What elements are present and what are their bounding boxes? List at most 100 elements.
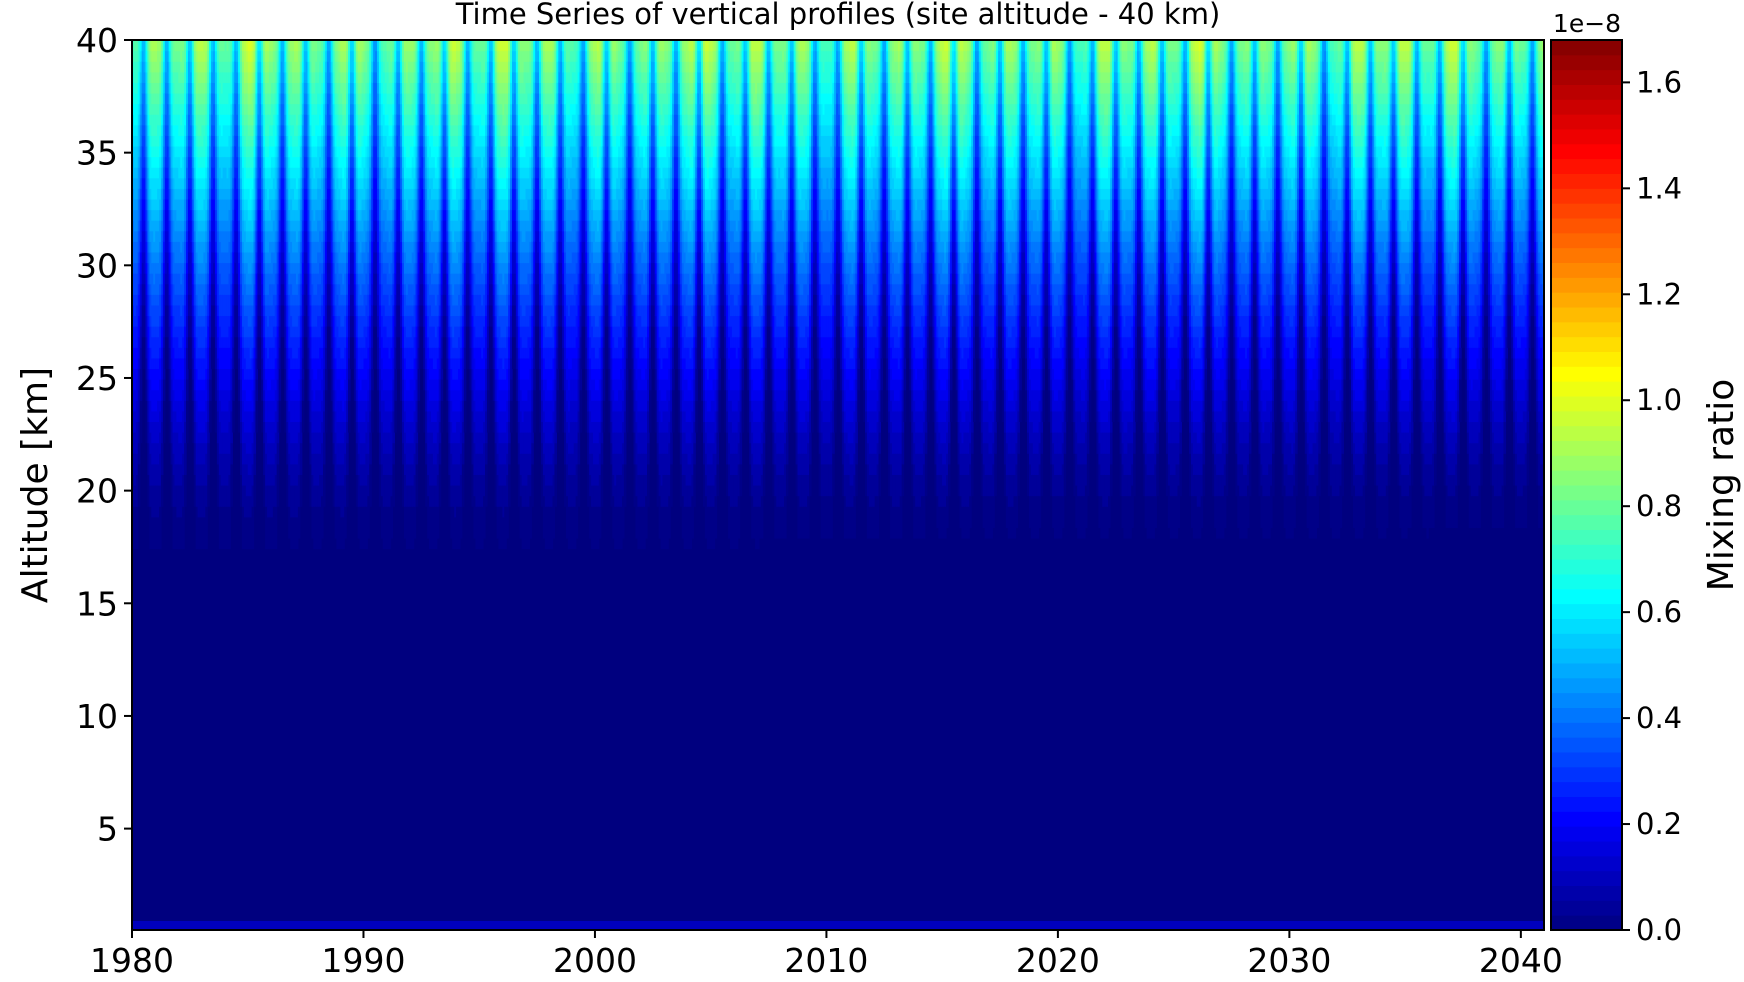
contour-cell [332, 357, 336, 370]
contour-cell [195, 220, 199, 242]
contour-cell [162, 92, 166, 105]
contour-cell [411, 167, 415, 189]
contour-cell [423, 251, 426, 274]
contour-cell [330, 262, 334, 285]
contour-cell [290, 368, 293, 391]
contour-cell [176, 220, 179, 232]
contour-cell [361, 442, 365, 465]
contour-cell [255, 230, 258, 253]
contour-cell [197, 304, 201, 317]
contour-cell [396, 304, 399, 338]
contour-cell [326, 156, 330, 168]
contour-cell [380, 50, 384, 62]
contour-cell [268, 103, 272, 115]
contour-cell [378, 135, 382, 158]
contour-cell [301, 103, 305, 115]
contour-cell [278, 177, 282, 189]
contour-cell [230, 103, 233, 115]
contour-cell [230, 389, 233, 412]
contour-cell [390, 124, 394, 136]
contour-cell [290, 40, 293, 52]
contour-cell [336, 368, 339, 380]
contour-cell [241, 241, 245, 253]
contour-cell [209, 220, 212, 232]
contour-cell [353, 188, 357, 200]
contour-cell [226, 177, 230, 189]
contour-cell [133, 368, 137, 391]
contour-cell [336, 103, 339, 115]
contour-cell [241, 506, 245, 550]
contour-cell [321, 241, 324, 264]
contour-cell [340, 262, 343, 274]
contour-cell [407, 241, 411, 264]
contour-cell [340, 304, 343, 327]
plot-area [131, 39, 1545, 931]
contour-cell [359, 71, 363, 83]
contour-cell [294, 336, 297, 359]
contour-cell [322, 463, 326, 507]
contour-cell [334, 167, 338, 189]
contour-cell [224, 71, 228, 83]
contour-cell [261, 50, 264, 62]
contour-cell [409, 368, 413, 380]
contour-cell [419, 114, 422, 136]
contour-cell [143, 251, 147, 274]
contour-cell [153, 177, 156, 200]
contour-cell [241, 220, 245, 242]
contour-cell [334, 283, 338, 306]
contour-cell [407, 71, 411, 94]
contour-cell [436, 188, 440, 200]
contour-cell [294, 50, 297, 62]
contour-cell [274, 273, 278, 295]
contour-cell [133, 124, 137, 136]
contour-cell [145, 294, 149, 317]
contour-cell [405, 463, 409, 486]
contour-cell [265, 92, 268, 105]
contour-cell [322, 347, 326, 370]
contour-cell [382, 368, 386, 391]
contour-cell [257, 156, 260, 179]
contour-cell [234, 124, 237, 136]
contour-cell [367, 156, 370, 179]
contour-cell [328, 326, 332, 370]
contour-cell [392, 389, 395, 412]
contour-cell [253, 220, 257, 232]
contour-cell [251, 294, 255, 306]
contour-cell [332, 410, 336, 444]
contour-cell [355, 389, 359, 401]
contour-cell [365, 357, 368, 380]
contour-cell [299, 177, 303, 189]
contour-cell [334, 273, 338, 285]
contour-cell [243, 516, 247, 550]
contour-cell [382, 432, 386, 454]
contour-cell [371, 145, 374, 158]
contour-cell [180, 379, 183, 401]
contour-cell [182, 40, 185, 52]
contour-cell [155, 220, 158, 232]
contour-cell [353, 209, 357, 221]
contour-cell [170, 273, 174, 285]
contour-cell [388, 453, 392, 475]
contour-cell [355, 156, 359, 168]
contour-cell [199, 485, 203, 518]
contour-cell [299, 400, 303, 423]
contour-cell [228, 188, 231, 200]
contour-cell [294, 368, 297, 391]
contour-cell [147, 50, 150, 62]
contour-cell [342, 220, 345, 242]
contour-cell [238, 230, 241, 253]
contour-cell [234, 40, 237, 52]
contour-cell [342, 336, 345, 359]
contour-cell [253, 177, 257, 200]
contour-cell [290, 177, 293, 189]
contour-cell [268, 442, 272, 465]
contour-cell [282, 336, 285, 370]
contour-cell [342, 61, 345, 73]
contour-cell [245, 209, 249, 232]
contour-cell [182, 474, 185, 507]
contour-cell [259, 82, 262, 94]
contour-cell [189, 61, 193, 73]
contour-cell [376, 135, 380, 158]
contour-cell [338, 421, 341, 444]
contour-cell [425, 315, 428, 338]
